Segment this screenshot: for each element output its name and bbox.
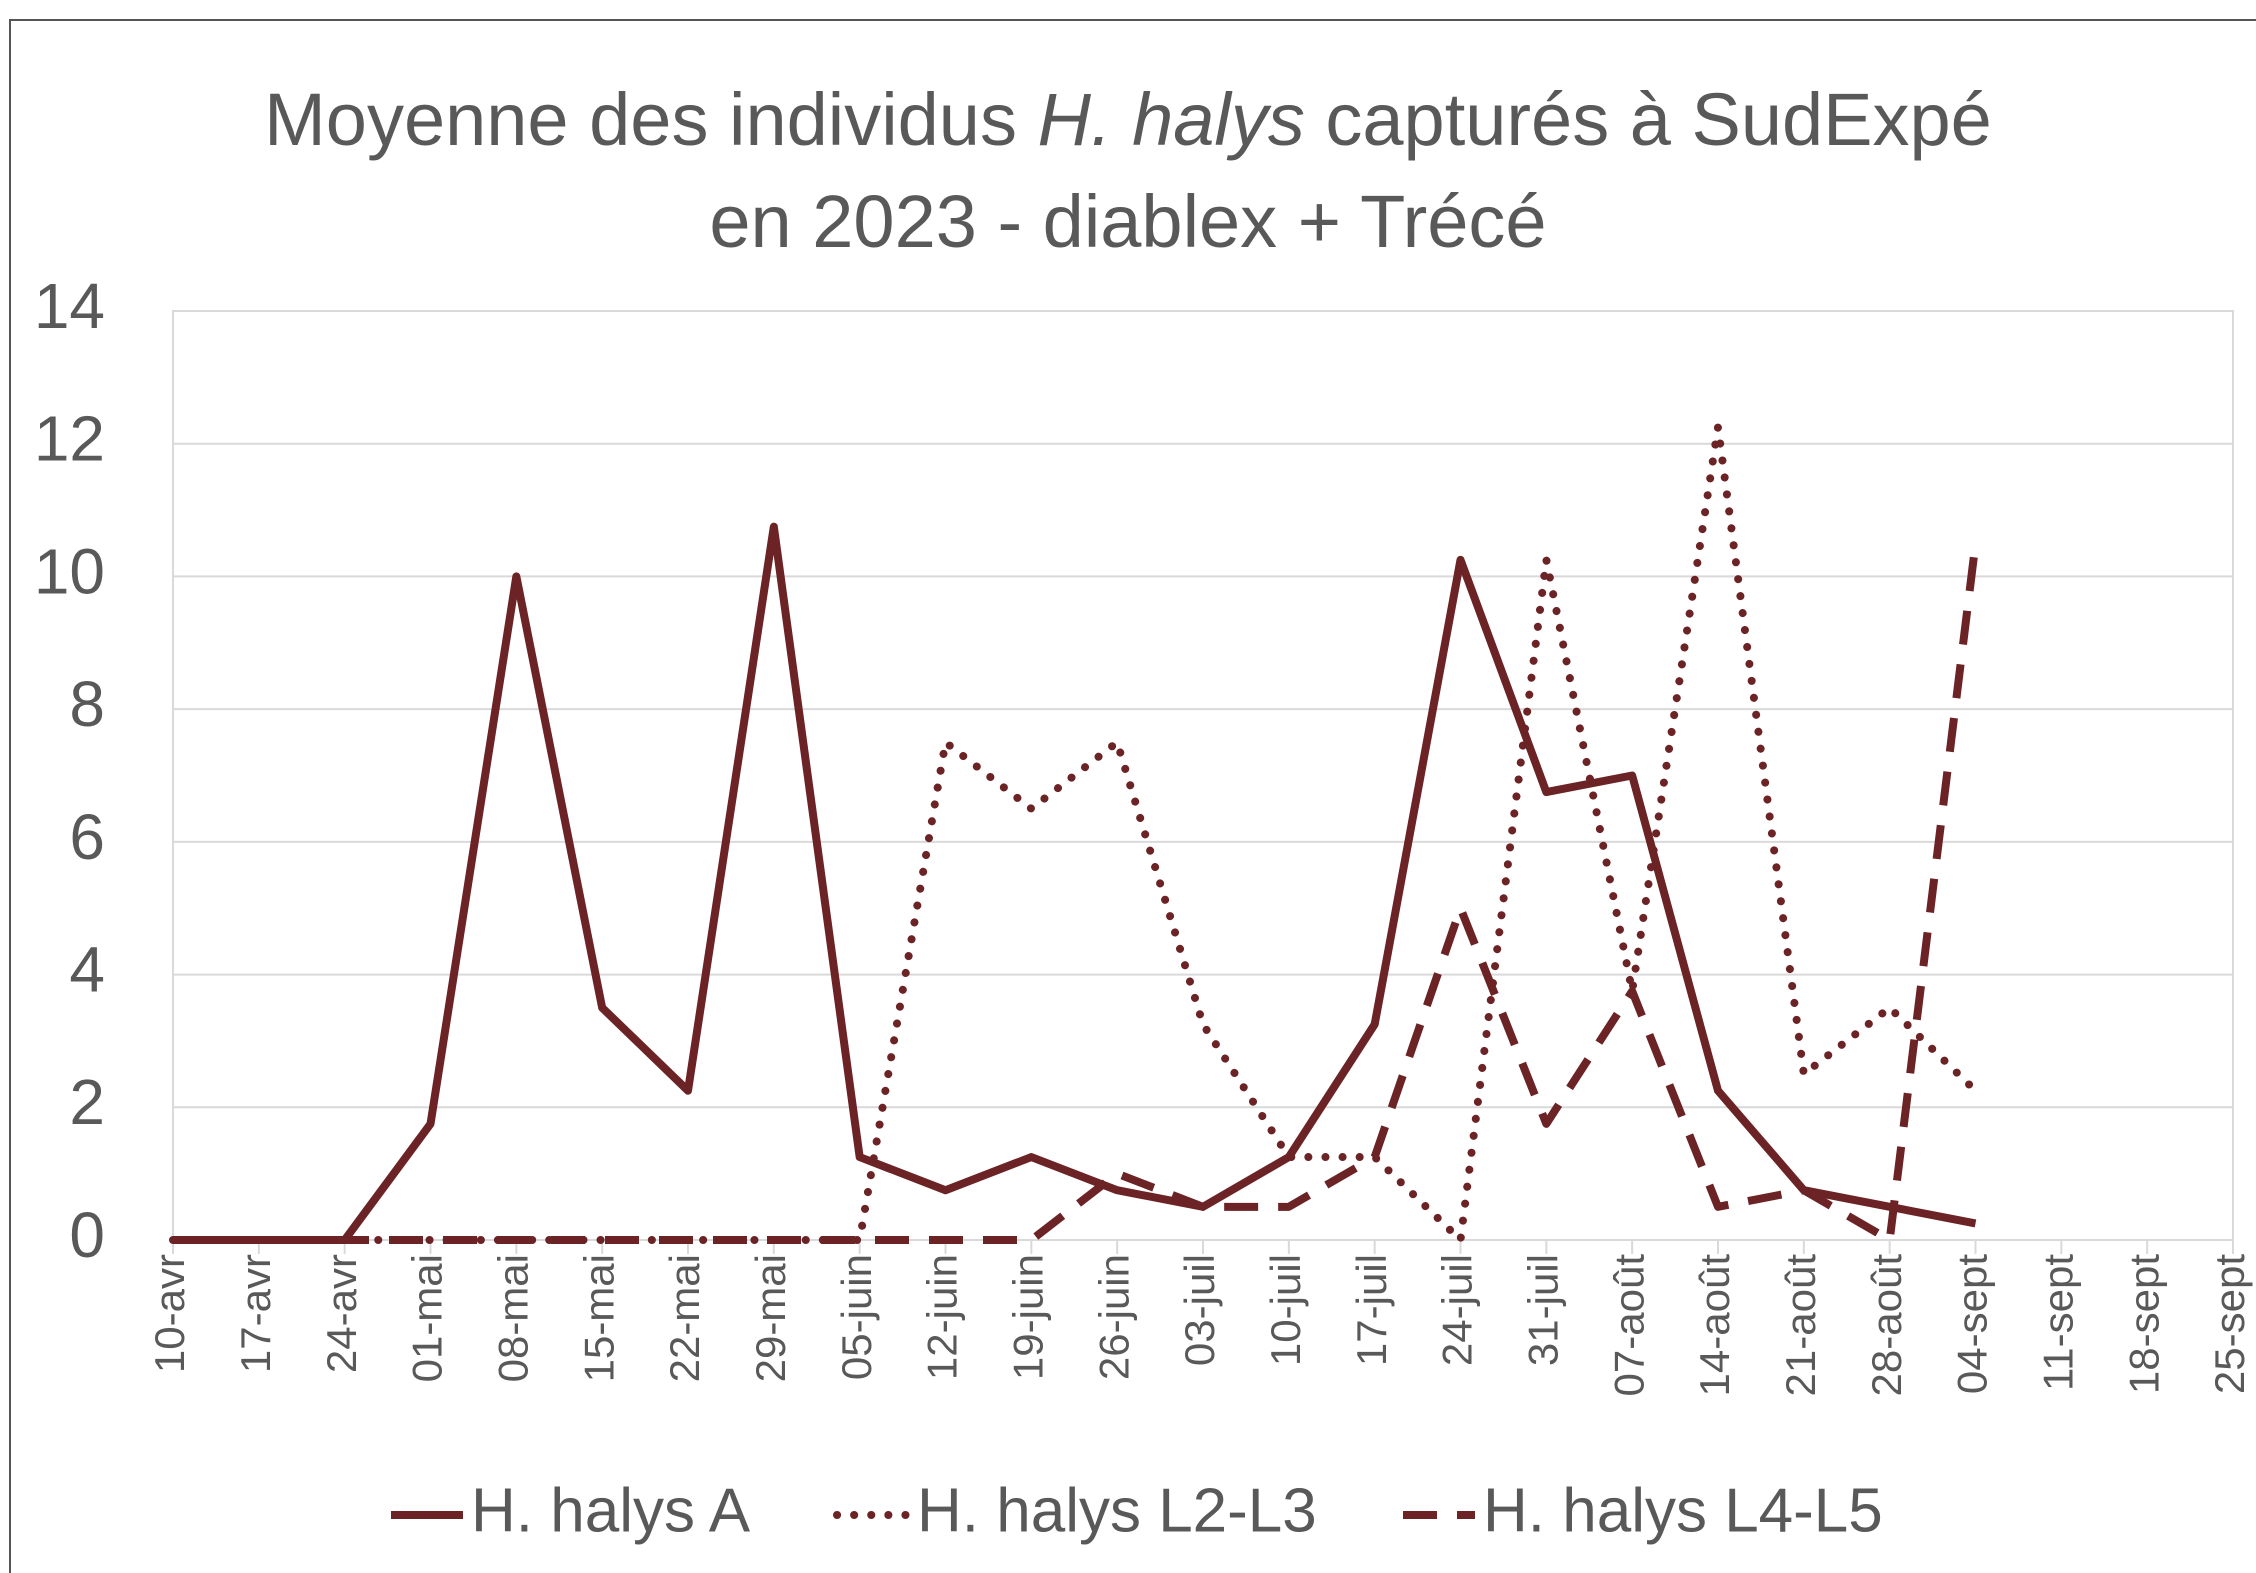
- x-tick-label: 21-août: [1777, 1254, 1824, 1397]
- x-tick-label: 17-juil: [1348, 1254, 1395, 1366]
- chart-title: Moyenne des individus H. halys capturés …: [264, 78, 1992, 161]
- y-tick-label: 10: [34, 535, 105, 607]
- x-tick-label: 11-sept: [2034, 1254, 2081, 1391]
- x-tick-label: 31-juil: [1519, 1254, 1566, 1366]
- x-tick-label: 10-avr: [146, 1254, 193, 1373]
- series-line: [173, 522, 1977, 1244]
- chart-title: en 2023 - diablex + Trécé: [709, 180, 1546, 263]
- y-tick-label: 8: [69, 668, 105, 740]
- x-tick-label: 24-avr: [318, 1254, 365, 1373]
- x-tick-label: 14-août: [1691, 1254, 1738, 1397]
- x-tick-label: 03-juil: [1176, 1254, 1223, 1366]
- y-tick-label: 12: [34, 403, 105, 475]
- x-tick-label: 04-sept: [1949, 1254, 1996, 1394]
- x-tick-label: 10-juil: [1262, 1254, 1309, 1366]
- y-tick-label: 2: [69, 1066, 105, 1138]
- x-tick-label: 01-mai: [404, 1254, 451, 1382]
- x-tick-label: 18-sept: [2120, 1254, 2167, 1394]
- x-tick-label: 05-juin: [833, 1254, 880, 1380]
- y-tick-label: 4: [69, 933, 105, 1005]
- legend-label: H. halys A: [471, 1476, 751, 1545]
- x-tick-label: 19-juin: [1004, 1254, 1051, 1380]
- chart-frame: [9, 19, 2256, 1573]
- title-part: capturés à SudExpé: [1305, 78, 1992, 161]
- legend-label: H. halys L4-L5: [1483, 1476, 1883, 1545]
- y-tick-label: 14: [34, 270, 105, 342]
- y-tick-label: 0: [69, 1199, 105, 1271]
- x-tick-label: 26-juin: [1090, 1254, 1137, 1380]
- x-tick-label: 29-mai: [747, 1254, 794, 1382]
- x-tick-label: 24-juil: [1434, 1254, 1481, 1366]
- series-line: [173, 542, 1980, 1244]
- title-part: Moyenne des individus: [264, 78, 1037, 161]
- series-line: [169, 423, 1980, 1244]
- x-tick-label: 25-sept: [2206, 1254, 2253, 1394]
- y-tick-label: 6: [69, 801, 105, 873]
- x-tick-label: 17-avr: [232, 1254, 279, 1373]
- x-tick-label: 07-août: [1605, 1254, 1652, 1397]
- x-tick-label: 22-mai: [661, 1254, 708, 1382]
- legend-label: H. halys L2-L3: [917, 1476, 1317, 1545]
- title-part: H. halys: [1038, 78, 1305, 161]
- x-tick-label: 15-mai: [575, 1254, 622, 1382]
- x-tick-label: 08-mai: [489, 1254, 536, 1382]
- x-tick-label: 28-août: [1863, 1254, 1910, 1397]
- title-part: en 2023 - diablex + Trécé: [709, 180, 1546, 263]
- x-tick-label: 12-juin: [919, 1254, 966, 1380]
